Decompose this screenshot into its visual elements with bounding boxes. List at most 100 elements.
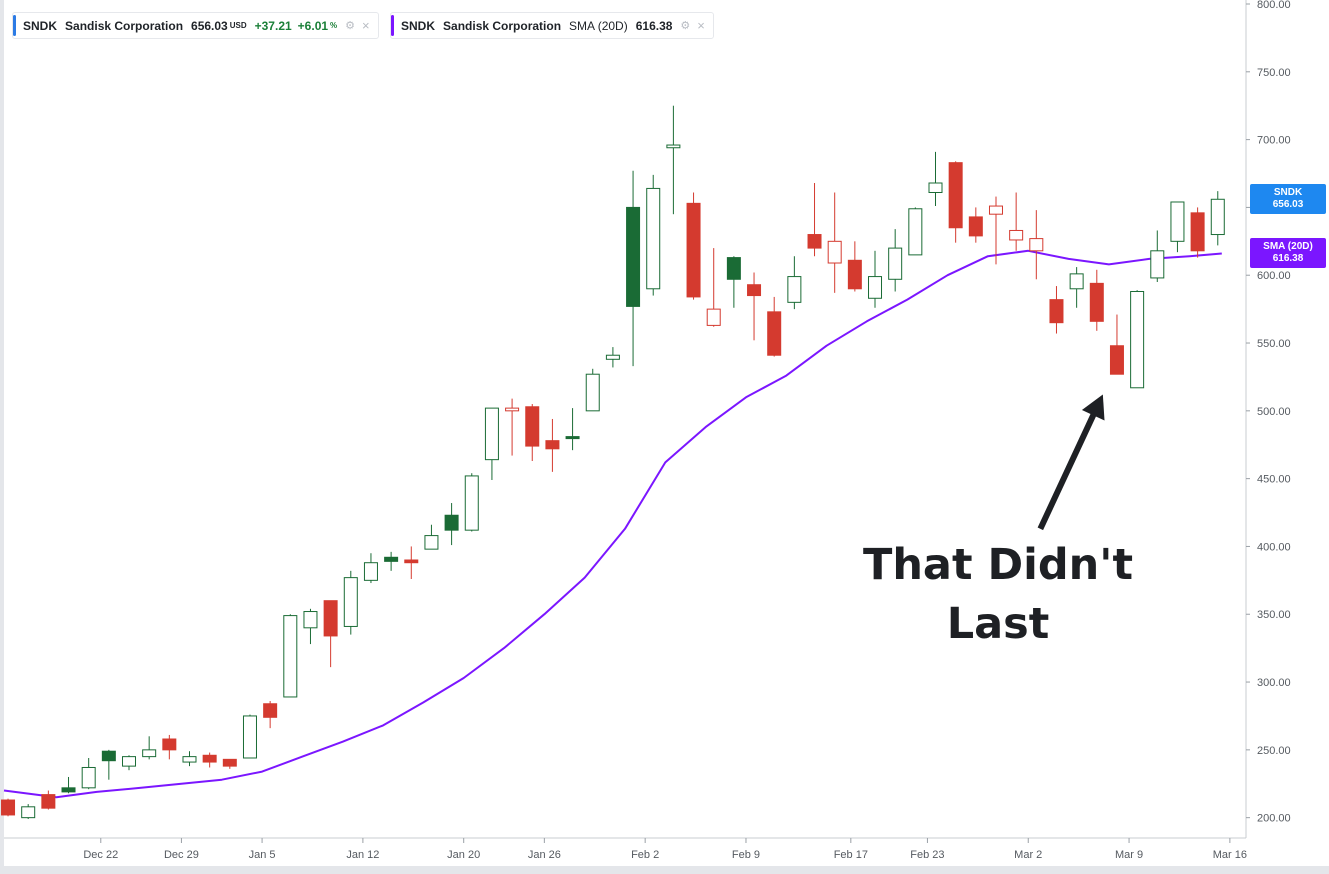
legend-sma[interactable]: SNDK Sandisk Corporation SMA (20D) 616.3…: [390, 12, 714, 39]
candle[interactable]: [41, 790, 56, 810]
sma-tag: SMA (20D) 616.38: [1250, 238, 1326, 268]
x-tick-label: Mar 16: [1213, 849, 1247, 861]
candle[interactable]: [61, 776, 76, 794]
x-tick-label: Mar 2: [1014, 849, 1042, 861]
candle[interactable]: [1190, 207, 1205, 258]
candle[interactable]: [444, 503, 459, 546]
close-icon[interactable]: ×: [362, 18, 370, 33]
candle[interactable]: [646, 174, 661, 296]
candle[interactable]: [81, 757, 96, 790]
candle[interactable]: [988, 196, 1003, 265]
candle[interactable]: [1049, 286, 1064, 334]
price-tag-label: SNDK: [1273, 187, 1303, 199]
window-frame-bottom: [0, 866, 1329, 874]
candle-body: [101, 750, 116, 762]
candle[interactable]: [1210, 191, 1225, 246]
candle[interactable]: [404, 546, 419, 579]
legend-price-value: 656.03: [191, 18, 228, 33]
candle[interactable]: [525, 404, 540, 462]
candle[interactable]: [222, 758, 237, 769]
candle[interactable]: [968, 207, 983, 243]
candle[interactable]: [484, 407, 499, 480]
candle[interactable]: [1170, 201, 1185, 253]
candle-body: [1150, 250, 1165, 279]
annotation-arrow-head: [1081, 394, 1105, 421]
candle[interactable]: [21, 804, 36, 820]
candle-body: [726, 257, 741, 280]
legend-price[interactable]: SNDK Sandisk Corporation 656.03 USD +37.…: [12, 12, 379, 39]
candle-body: [807, 234, 822, 249]
close-icon[interactable]: ×: [697, 18, 705, 33]
candle[interactable]: [868, 250, 883, 308]
x-tick-label: Feb 9: [732, 849, 760, 861]
candle-body: [464, 475, 479, 531]
candle-body: [263, 703, 278, 718]
candle-body: [767, 311, 782, 356]
candle[interactable]: [242, 714, 257, 759]
candle[interactable]: [1130, 290, 1145, 389]
candle[interactable]: [384, 551, 399, 571]
candle[interactable]: [1150, 230, 1165, 282]
y-tick-label: 750.00: [1257, 67, 1291, 79]
candle[interactable]: [162, 734, 177, 760]
candle[interactable]: [706, 248, 721, 327]
candle[interactable]: [948, 161, 963, 243]
candle[interactable]: [323, 600, 338, 668]
candle[interactable]: [303, 608, 318, 645]
candle-body: [142, 749, 157, 758]
annotation-line: That Didn't: [862, 540, 1134, 590]
candle[interactable]: [1009, 192, 1024, 251]
candle[interactable]: [505, 398, 520, 456]
candle[interactable]: [787, 256, 802, 310]
candle[interactable]: [928, 151, 943, 207]
candle[interactable]: [605, 347, 620, 368]
candle-body: [706, 308, 721, 326]
candle-body: [444, 514, 459, 531]
candle[interactable]: [726, 256, 741, 308]
candle[interactable]: [343, 570, 358, 635]
y-tick-label: 700.00: [1257, 135, 1291, 147]
annotation-text: That Didn't Last: [838, 536, 1158, 654]
candle[interactable]: [202, 752, 217, 768]
candle[interactable]: [807, 183, 822, 257]
settings-icon[interactable]: ⚙: [680, 20, 691, 32]
candle-body: [505, 407, 520, 412]
candle-body: [948, 162, 963, 229]
candle[interactable]: [182, 751, 197, 767]
candle[interactable]: [424, 524, 439, 550]
candle[interactable]: [363, 553, 378, 584]
candle[interactable]: [464, 473, 479, 532]
candle[interactable]: [283, 614, 298, 698]
candle[interactable]: [263, 701, 278, 729]
candle-body: [162, 738, 177, 751]
legend-price-change-pct: +6.01: [297, 18, 329, 33]
candle[interactable]: [908, 207, 923, 256]
candle[interactable]: [827, 192, 842, 293]
candle[interactable]: [1109, 314, 1124, 375]
candle[interactable]: [1, 798, 16, 817]
candle[interactable]: [585, 368, 600, 412]
candle[interactable]: [666, 105, 681, 215]
candle[interactable]: [565, 408, 580, 451]
candle[interactable]: [101, 749, 116, 780]
candle[interactable]: [767, 296, 782, 357]
y-tick-label: 500.00: [1257, 406, 1291, 418]
candle[interactable]: [1089, 269, 1104, 331]
candle[interactable]: [847, 241, 862, 292]
candle-body: [888, 247, 903, 280]
x-tick-label: Feb 17: [834, 849, 868, 861]
candle-body: [182, 756, 197, 763]
candle[interactable]: [686, 192, 701, 300]
candle[interactable]: [747, 272, 762, 341]
candle[interactable]: [545, 418, 560, 472]
settings-icon[interactable]: ⚙: [345, 20, 356, 32]
candle-body: [605, 354, 620, 360]
candle[interactable]: [888, 229, 903, 292]
candle[interactable]: [142, 736, 157, 760]
candle[interactable]: [1069, 267, 1084, 308]
candle[interactable]: [1029, 210, 1044, 280]
x-tick-label: Feb 23: [910, 849, 944, 861]
candle[interactable]: [626, 170, 641, 367]
candle[interactable]: [122, 755, 137, 771]
